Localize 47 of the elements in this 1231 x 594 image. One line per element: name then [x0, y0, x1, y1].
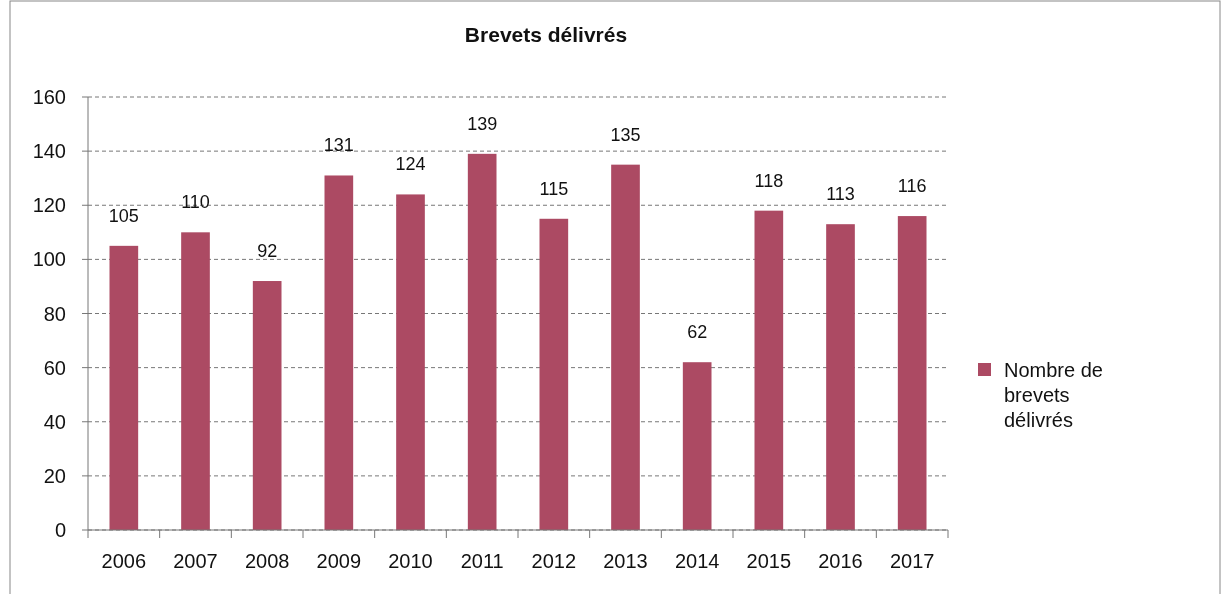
y-tick-label: 40	[43, 410, 66, 433]
bar	[826, 224, 855, 530]
bar	[324, 175, 354, 530]
y-tick-label: 20	[43, 464, 66, 487]
y-tick-label: 80	[43, 302, 66, 325]
x-tick-label: 2015	[746, 550, 792, 572]
bar	[396, 194, 425, 530]
data-label: 116	[897, 176, 927, 197]
y-tick-label: 0	[54, 519, 66, 541]
y-tick-label: 140	[32, 140, 66, 163]
y-tick-label: 100	[32, 248, 66, 271]
data-label: 115	[539, 178, 569, 199]
data-label: 113	[826, 184, 855, 205]
data-label: 139	[467, 113, 498, 134]
data-label: 105	[108, 205, 139, 226]
data-label: 92	[257, 241, 278, 262]
x-tick-label: 2009	[316, 550, 362, 572]
bar	[467, 153, 497, 530]
x-tick-label: 2017	[889, 550, 935, 572]
bar	[682, 362, 712, 530]
y-tick-label: 160	[32, 86, 66, 108]
x-tick-label: 2011	[460, 550, 504, 572]
bar	[252, 281, 282, 530]
x-tick-label: 2007	[173, 550, 218, 572]
x-tick-label: 2010	[388, 550, 433, 572]
data-label: 118	[754, 170, 784, 191]
data-label: 135	[610, 124, 641, 145]
data-label: 110	[181, 192, 210, 213]
x-tick-label: 2013	[603, 550, 648, 572]
x-tick-label: 2012	[531, 550, 577, 572]
bar	[181, 232, 210, 530]
bar	[611, 164, 640, 530]
bar	[539, 218, 569, 530]
x-tick-label: 2016	[818, 550, 863, 572]
x-tick-label: 2006	[101, 550, 147, 572]
bar	[109, 245, 139, 530]
chart-title: Brevets délivrés	[464, 23, 628, 46]
legend-label: Nombre de brevets délivrés	[1004, 359, 1103, 431]
x-tick-label: 2008	[244, 550, 290, 572]
data-label: 131	[323, 135, 354, 156]
bar	[754, 210, 784, 530]
data-label: 62	[687, 322, 708, 343]
x-tick-label: 2014	[674, 550, 720, 572]
bar	[897, 216, 927, 530]
data-label: 124	[395, 154, 426, 175]
y-tick-label: 120	[32, 194, 66, 217]
y-tick-label: 60	[43, 356, 66, 379]
